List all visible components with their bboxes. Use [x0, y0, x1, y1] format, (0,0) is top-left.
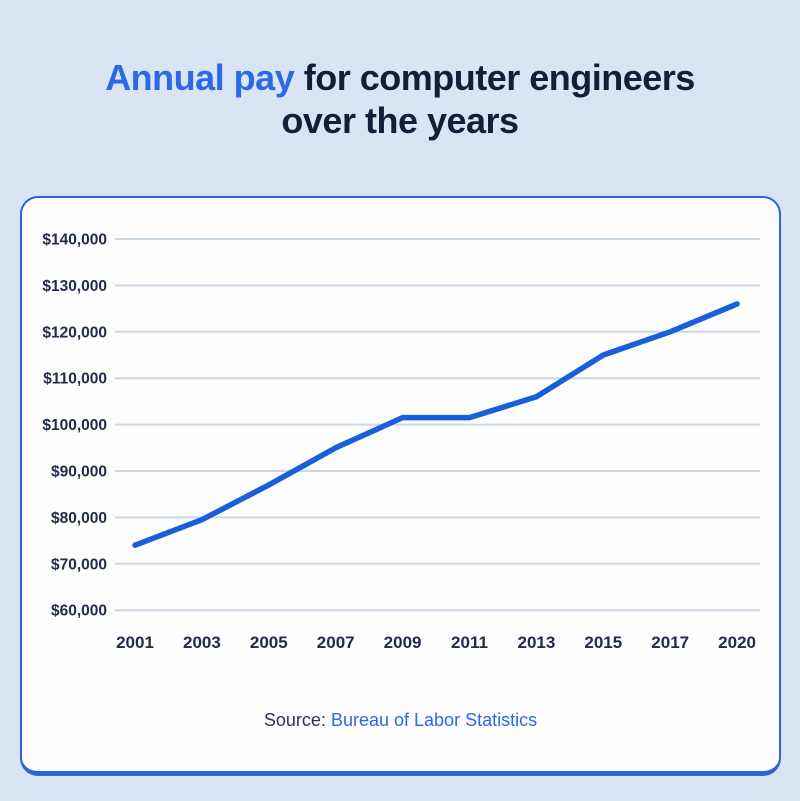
page-title: Annual pay for computer engineers over t…	[80, 0, 720, 142]
x-axis-tick-label: 2013	[517, 633, 555, 652]
source-link[interactable]: Bureau of Labor Statistics	[330, 710, 538, 730]
x-axis-tick-label: 2009	[384, 633, 422, 652]
y-axis-tick-label: $110,000	[43, 371, 107, 388]
x-axis-tick-label: 2003	[183, 633, 221, 652]
y-axis-tick-label: $70,000	[51, 556, 107, 573]
x-axis-tick-label: 2001	[116, 633, 154, 652]
x-axis-tick-label: 2005	[250, 633, 288, 652]
y-axis-tick-label: $140,000	[42, 232, 107, 249]
y-axis-tick-label: $130,000	[42, 278, 107, 295]
x-axis-tick-label: 2011	[451, 633, 488, 652]
source-text: Source: Bureau of Labor Statistics	[22, 710, 779, 731]
chart-card: $140,000 $130,000 $120,000 $110,000 $100,000…	[20, 196, 781, 776]
y-axis-tick-label: $90,000	[51, 464, 107, 481]
source-label: Source:	[263, 710, 326, 730]
title-rest: for computer engineers over the years	[281, 57, 695, 142]
annual-pay-line-chart: $140,000 $130,000 $120,000 $110,000 $100,000…	[42, 232, 760, 652]
y-axis-tick-label: $120,000	[42, 324, 107, 341]
y-axis-tick-label: $100,000	[42, 417, 107, 434]
x-axis-tick-label: 2007	[317, 633, 355, 652]
x-axis-tick-label: 2020	[718, 633, 756, 652]
annual-pay-series-line	[132, 301, 740, 548]
x-axis-tick-label: 2017	[651, 633, 689, 652]
title-highlight: Annual pay	[105, 57, 295, 98]
x-axis-tick-label: 2015	[584, 633, 622, 652]
y-axis-tick-label: $80,000	[51, 510, 107, 527]
y-axis-tick-label: $60,000	[51, 603, 107, 620]
